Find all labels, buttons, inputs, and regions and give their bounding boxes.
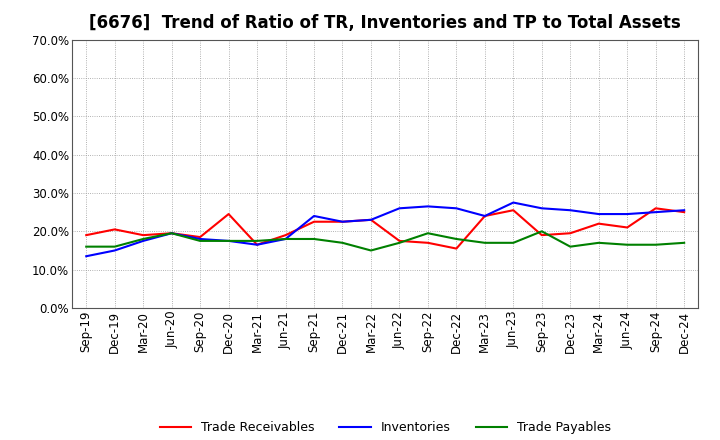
Trade Payables <box>623 242 631 247</box>
Inventories <box>452 205 461 211</box>
Inventories <box>395 205 404 211</box>
Inventories <box>366 217 375 223</box>
Inventories <box>537 205 546 211</box>
Trade Receivables <box>225 211 233 216</box>
Trade Receivables <box>82 232 91 238</box>
Trade Payables <box>366 248 375 253</box>
Trade Payables <box>282 236 290 242</box>
Trade Payables <box>110 244 119 249</box>
Trade Receivables <box>282 232 290 238</box>
Trade Receivables <box>652 205 660 211</box>
Trade Receivables <box>395 238 404 244</box>
Inventories <box>110 248 119 253</box>
Trade Receivables <box>338 219 347 224</box>
Trade Receivables <box>566 231 575 236</box>
Inventories <box>310 213 318 219</box>
Trade Receivables <box>310 219 318 224</box>
Inventories <box>82 253 91 259</box>
Inventories <box>282 236 290 242</box>
Inventories <box>509 200 518 205</box>
Trade Payables <box>395 240 404 246</box>
Trade Payables <box>652 242 660 247</box>
Trade Payables <box>595 240 603 246</box>
Trade Receivables <box>423 240 432 246</box>
Trade Receivables <box>253 242 261 247</box>
Inventories <box>196 236 204 242</box>
Inventories <box>623 211 631 216</box>
Inventories <box>253 242 261 247</box>
Legend: Trade Receivables, Inventories, Trade Payables: Trade Receivables, Inventories, Trade Pa… <box>155 416 616 439</box>
Inventories <box>595 211 603 216</box>
Trade Receivables <box>167 231 176 236</box>
Trade Payables <box>423 231 432 236</box>
Trade Payables <box>452 236 461 242</box>
Trade Payables <box>310 236 318 242</box>
Trade Payables <box>509 240 518 246</box>
Trade Receivables <box>537 232 546 238</box>
Inventories <box>652 209 660 215</box>
Inventories <box>167 231 176 236</box>
Trade Payables <box>139 236 148 242</box>
Inventories <box>423 204 432 209</box>
Trade Payables <box>167 231 176 236</box>
Inventories <box>480 213 489 219</box>
Trade Payables <box>225 238 233 244</box>
Trade Receivables <box>452 246 461 251</box>
Line: Trade Receivables: Trade Receivables <box>86 208 684 249</box>
Inventories <box>338 219 347 224</box>
Line: Inventories: Inventories <box>86 202 684 256</box>
Trade Payables <box>537 229 546 234</box>
Trade Receivables <box>595 221 603 226</box>
Trade Receivables <box>509 208 518 213</box>
Trade Receivables <box>480 213 489 219</box>
Trade Receivables <box>110 227 119 232</box>
Line: Trade Payables: Trade Payables <box>86 231 684 250</box>
Trade Payables <box>253 238 261 244</box>
Trade Payables <box>480 240 489 246</box>
Title: [6676]  Trend of Ratio of TR, Inventories and TP to Total Assets: [6676] Trend of Ratio of TR, Inventories… <box>89 15 681 33</box>
Trade Receivables <box>196 235 204 240</box>
Trade Payables <box>338 240 347 246</box>
Trade Receivables <box>623 225 631 230</box>
Trade Payables <box>566 244 575 249</box>
Inventories <box>680 208 688 213</box>
Inventories <box>139 238 148 244</box>
Trade Payables <box>196 238 204 244</box>
Trade Payables <box>680 240 688 246</box>
Inventories <box>225 238 233 244</box>
Trade Receivables <box>680 209 688 215</box>
Trade Receivables <box>366 217 375 223</box>
Inventories <box>566 208 575 213</box>
Trade Receivables <box>139 232 148 238</box>
Trade Payables <box>82 244 91 249</box>
